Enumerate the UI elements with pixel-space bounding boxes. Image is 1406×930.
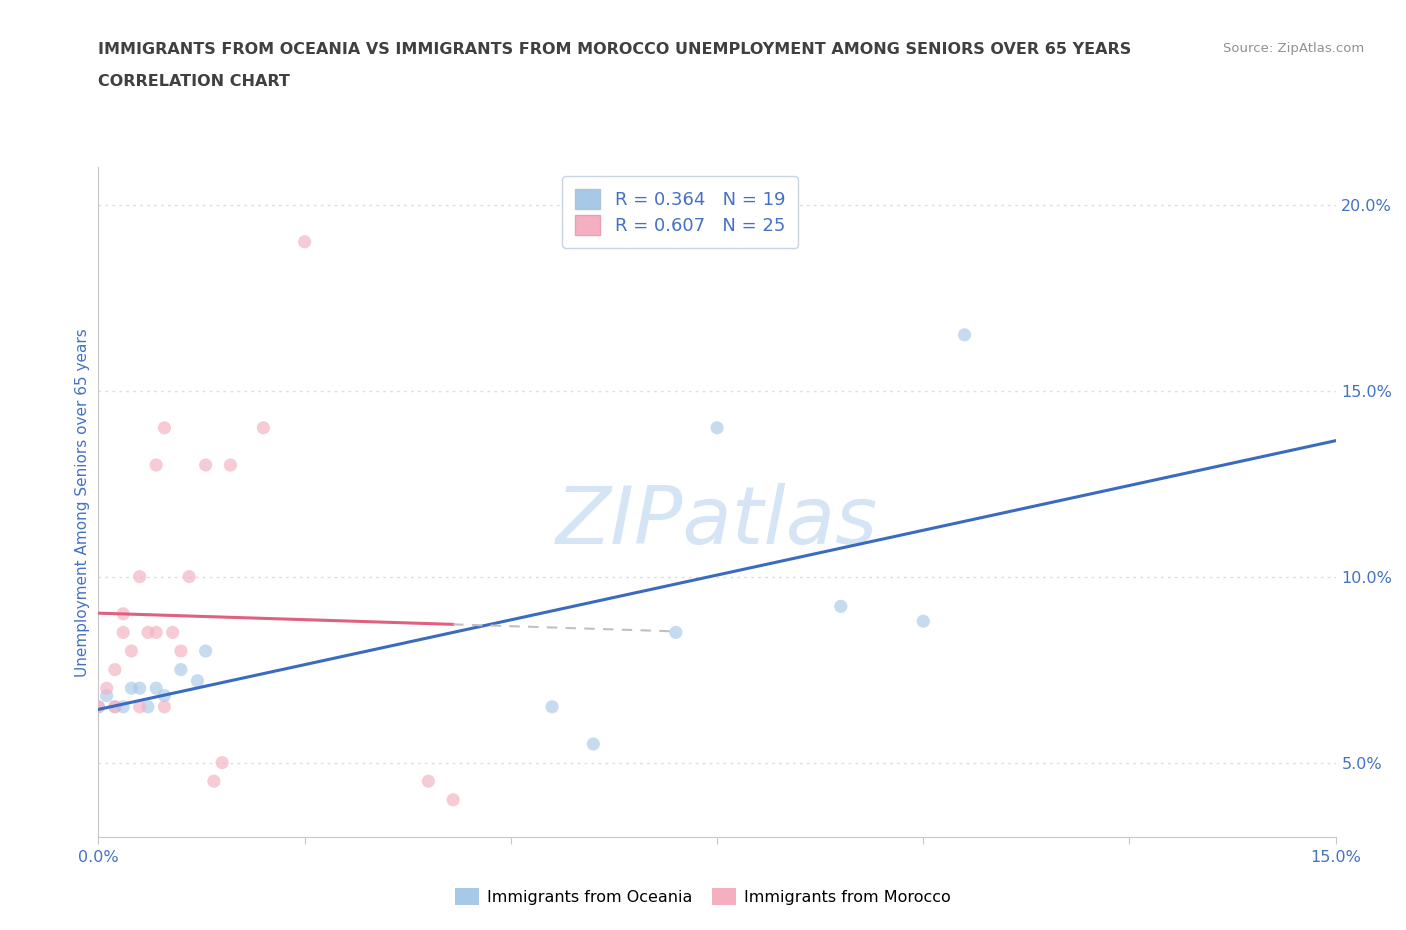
Point bbox=[194, 458, 217, 472]
Legend: Immigrants from Oceania, Immigrants from Morocco: Immigrants from Oceania, Immigrants from… bbox=[447, 880, 959, 912]
Point bbox=[219, 458, 242, 472]
Point bbox=[112, 606, 135, 621]
Point bbox=[104, 699, 127, 714]
Point bbox=[96, 681, 118, 696]
Point bbox=[145, 625, 167, 640]
Point bbox=[912, 614, 935, 629]
Point bbox=[153, 688, 176, 703]
Point bbox=[170, 662, 193, 677]
Point bbox=[441, 792, 464, 807]
Legend: R = 0.364   N = 19, R = 0.607   N = 25: R = 0.364 N = 19, R = 0.607 N = 25 bbox=[562, 177, 797, 247]
Point bbox=[120, 681, 142, 696]
Point bbox=[211, 755, 233, 770]
Point bbox=[418, 774, 440, 789]
Point bbox=[128, 681, 150, 696]
Point bbox=[128, 569, 150, 584]
Point bbox=[145, 458, 167, 472]
Text: IMMIGRANTS FROM OCEANIA VS IMMIGRANTS FROM MOROCCO UNEMPLOYMENT AMONG SENIORS OV: IMMIGRANTS FROM OCEANIA VS IMMIGRANTS FR… bbox=[98, 42, 1132, 57]
Point bbox=[87, 699, 110, 714]
Y-axis label: Unemployment Among Seniors over 65 years: Unemployment Among Seniors over 65 years bbox=[75, 328, 90, 677]
Point bbox=[104, 662, 127, 677]
Point bbox=[541, 699, 564, 714]
Point bbox=[170, 644, 193, 658]
Text: CORRELATION CHART: CORRELATION CHART bbox=[98, 74, 290, 89]
Point bbox=[104, 699, 127, 714]
Point bbox=[202, 774, 225, 789]
Point bbox=[294, 234, 316, 249]
Point bbox=[136, 699, 159, 714]
Point bbox=[706, 420, 728, 435]
Point bbox=[96, 688, 118, 703]
Point bbox=[153, 699, 176, 714]
Point bbox=[179, 569, 201, 584]
Point bbox=[252, 420, 274, 435]
Point bbox=[665, 625, 688, 640]
Point bbox=[120, 644, 142, 658]
Point bbox=[162, 625, 184, 640]
Point bbox=[145, 681, 167, 696]
Point bbox=[153, 420, 176, 435]
Point bbox=[128, 699, 150, 714]
Point bbox=[186, 673, 208, 688]
Point bbox=[953, 327, 976, 342]
Text: ZIPatlas: ZIPatlas bbox=[555, 484, 879, 562]
Point bbox=[830, 599, 852, 614]
Point bbox=[87, 699, 110, 714]
Point bbox=[136, 625, 159, 640]
Point bbox=[112, 625, 135, 640]
Text: Source: ZipAtlas.com: Source: ZipAtlas.com bbox=[1223, 42, 1364, 55]
Point bbox=[112, 699, 135, 714]
Point bbox=[194, 644, 217, 658]
Point bbox=[582, 737, 605, 751]
